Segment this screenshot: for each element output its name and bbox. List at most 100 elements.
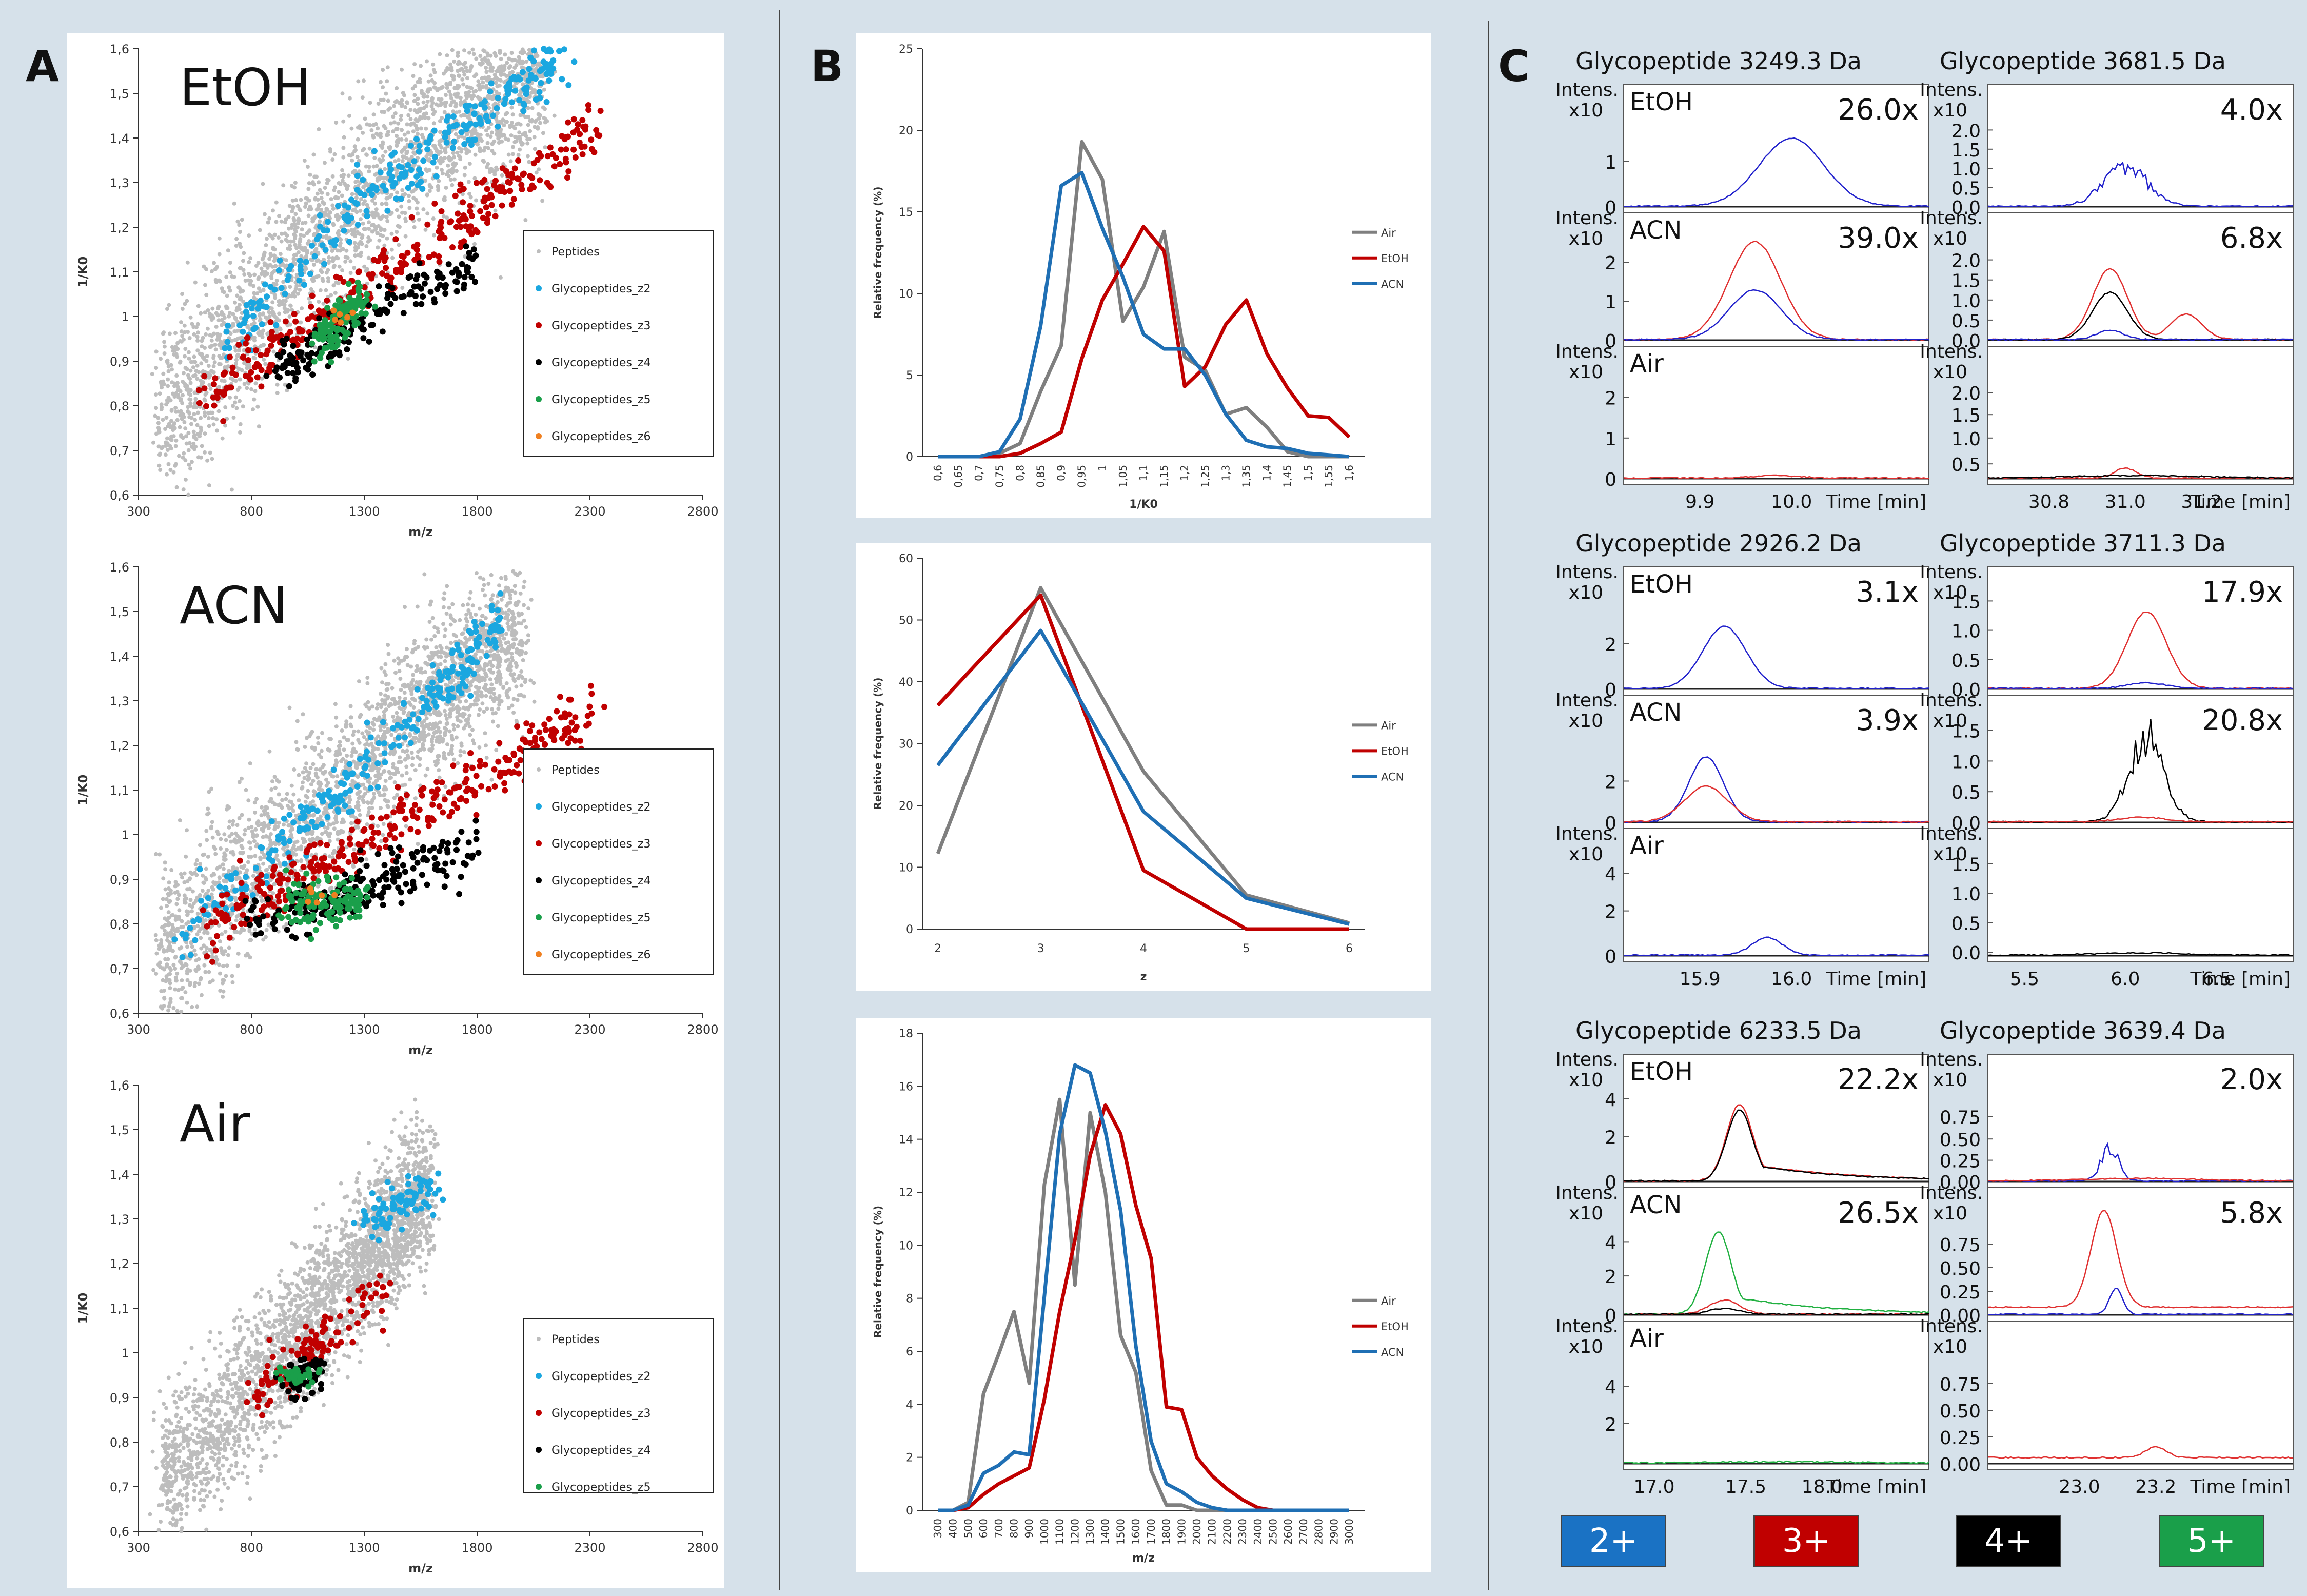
scatter-point — [402, 93, 406, 97]
scatter-point — [455, 86, 460, 91]
scatter-point — [470, 727, 475, 732]
scatter-point — [326, 276, 330, 281]
scatter-point — [531, 47, 537, 54]
scatter-point — [174, 914, 178, 919]
scatter-point — [467, 208, 474, 214]
scatter-point — [509, 105, 514, 110]
scatter-point — [520, 69, 526, 75]
scatter-point — [426, 116, 431, 121]
scatter-point — [352, 266, 357, 270]
scatter-point — [463, 243, 469, 250]
scatter-point — [371, 257, 377, 263]
scatter-point — [310, 216, 315, 221]
scatter-point — [153, 413, 157, 418]
scatter-point — [442, 708, 447, 713]
scatter-point — [506, 180, 513, 186]
scatter-point — [350, 152, 355, 156]
scatter-point — [458, 224, 464, 230]
scatter-point — [491, 634, 496, 638]
scatter-point — [252, 295, 257, 300]
scatter-point — [480, 198, 487, 205]
scatter-point — [289, 278, 294, 282]
scatter-point — [444, 682, 448, 687]
scatter-point — [478, 148, 482, 153]
y-tick-label: 1,4 — [110, 131, 129, 146]
scatter-point — [342, 214, 348, 221]
scatter-point — [524, 133, 528, 138]
scatter-point — [511, 165, 518, 172]
scatter-point — [496, 706, 501, 711]
scatter-point — [230, 974, 234, 978]
scatter-point — [484, 186, 490, 192]
scatter-point — [196, 964, 201, 969]
scatter-point — [165, 441, 170, 446]
scatter-point — [354, 320, 361, 326]
scatter-point — [260, 805, 264, 810]
scatter-point — [401, 260, 407, 266]
scatter-point — [411, 158, 418, 165]
scatter-point — [491, 686, 496, 691]
scatter-point — [399, 102, 404, 106]
scatter-point — [365, 681, 370, 685]
scatter-point — [179, 329, 184, 334]
scatter-point — [416, 667, 420, 672]
scatter-point — [564, 174, 570, 181]
scatter-point — [437, 235, 443, 242]
scatter-point — [242, 340, 249, 347]
scatter-point — [293, 181, 298, 185]
scatter-point — [468, 231, 475, 238]
scatter-point — [193, 397, 198, 401]
scatter-point — [411, 74, 416, 78]
scatter-point — [345, 738, 349, 742]
scatter-point — [241, 259, 245, 263]
scatter-point — [443, 282, 449, 288]
legend-label: Glycopeptides_z4 — [551, 357, 650, 369]
scatter-point — [385, 65, 390, 70]
scatter-point — [278, 263, 283, 268]
scatter-point — [533, 90, 537, 95]
scatter-point — [451, 109, 456, 114]
scatter-point — [324, 777, 328, 782]
scatter-point — [287, 705, 292, 710]
scatter-point — [474, 198, 478, 203]
scatter-point — [258, 228, 262, 232]
scatter-point — [464, 65, 468, 70]
scatter-point — [442, 134, 448, 141]
scatter-point — [381, 822, 386, 826]
scatter-point — [274, 282, 279, 287]
scatter-point — [317, 180, 321, 185]
scatter-point — [309, 242, 315, 249]
scatter-point — [485, 141, 490, 145]
scatter-point — [372, 156, 377, 160]
scatter-point — [314, 247, 319, 251]
scatter-point — [443, 139, 450, 146]
scatter-point — [247, 817, 251, 822]
scatter-point — [160, 445, 165, 449]
scatter-point — [202, 963, 207, 968]
scatter-point — [266, 263, 270, 268]
scatter-point — [325, 219, 331, 225]
scatter-point — [227, 285, 231, 290]
scatter-point — [355, 230, 360, 234]
scatter-point — [186, 431, 191, 436]
scatter-point — [423, 115, 428, 120]
scatter-point — [499, 120, 504, 125]
scatter-point — [261, 343, 266, 348]
scatter-point — [452, 177, 457, 182]
scatter-point — [252, 272, 257, 277]
scatter-point — [306, 187, 311, 191]
scatter-point — [299, 328, 306, 334]
scatter-point — [416, 96, 420, 101]
scatter-point — [195, 387, 202, 393]
scatter-point — [250, 882, 254, 886]
y-tick-label: 0,6 — [110, 1007, 129, 1021]
scatter-point — [173, 880, 178, 884]
scatter-point — [238, 241, 242, 246]
scatter-point — [492, 178, 499, 184]
scatter-point — [207, 948, 212, 952]
scatter-point — [449, 145, 456, 151]
scatter-point — [480, 701, 485, 706]
y-tick-label: 0,9 — [110, 354, 129, 369]
scatter-point — [253, 854, 258, 858]
